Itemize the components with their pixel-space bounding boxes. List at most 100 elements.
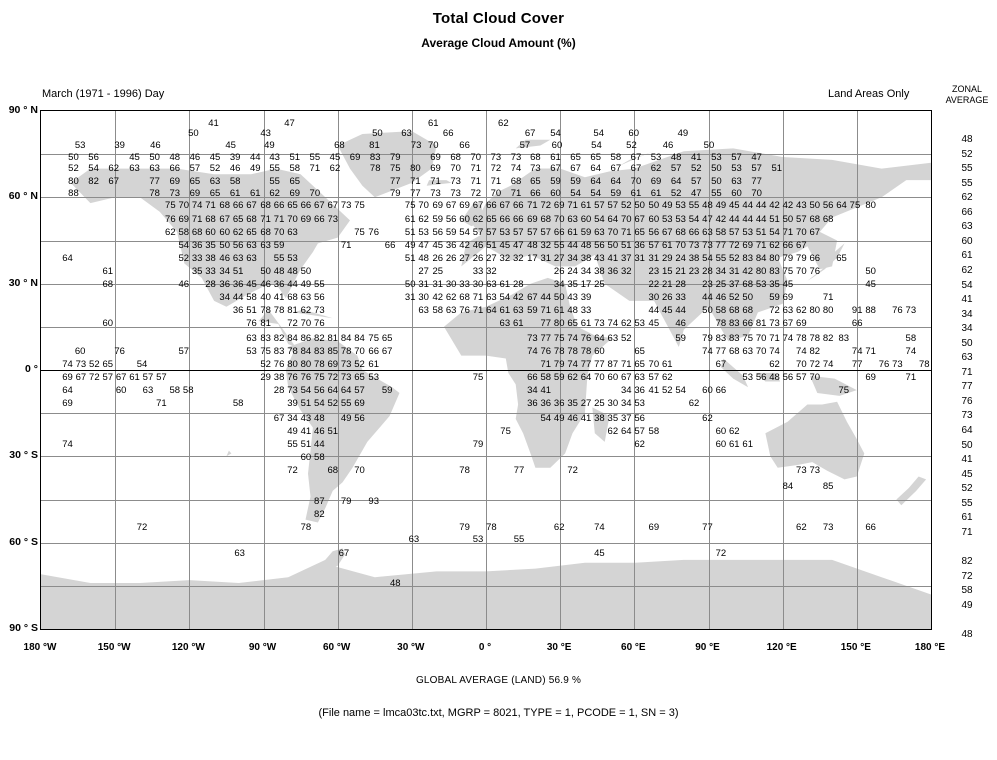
zonal-average-value: 55	[961, 177, 973, 189]
grid-value: 68	[530, 152, 541, 163]
grid-value: 74	[567, 359, 578, 370]
grid-value: 46	[229, 163, 241, 174]
grid-value: 48	[527, 240, 538, 251]
gridline-latitude	[41, 284, 931, 285]
grid-value: 77	[390, 176, 401, 187]
grid-value: 45	[499, 240, 511, 251]
grid-value: 62	[728, 426, 740, 437]
grid-value: 67	[809, 227, 821, 238]
grid-value: 77	[594, 359, 605, 370]
grid-value: 67	[550, 163, 561, 174]
grid-value: 58	[905, 333, 917, 344]
grid-value: 73	[809, 465, 821, 476]
grid-value: 63	[246, 333, 257, 344]
grid-value: 48	[702, 200, 713, 211]
cloud-cover-map[interactable]: 41 47 61 62 50 43 50 63 66 67 54 54 60 49 53 39 46 45 49 68…	[40, 110, 932, 630]
grid-value: 71	[470, 176, 482, 187]
grid-value: 84	[340, 333, 352, 344]
grid-value: 80	[410, 163, 421, 174]
grid-value: 27	[553, 253, 565, 264]
grid-value: 82	[273, 333, 285, 344]
grid-value: 53	[731, 163, 742, 174]
grid-value: 67	[634, 214, 645, 225]
grid-value: 56	[232, 240, 244, 251]
gridline-latitude	[41, 154, 931, 155]
landmass-layer	[41, 131, 931, 629]
grid-value: 74	[822, 359, 834, 370]
grid-value: 58	[648, 426, 660, 437]
grid-value: 34	[287, 413, 298, 424]
grid-value: 72	[490, 163, 502, 174]
grid-value: 78	[580, 346, 592, 357]
landmass-shape	[226, 450, 232, 457]
zonal-average-value: 34	[961, 323, 973, 335]
grid-value: 70	[490, 188, 502, 199]
grid-value: 52	[691, 163, 702, 174]
grid-value: 58	[715, 227, 727, 238]
grid-value: 52	[620, 200, 632, 211]
grid-value: 53	[418, 227, 429, 238]
grid-value: 74	[191, 200, 203, 211]
zonal-average-value: 52	[961, 483, 973, 495]
grid-value: 68	[728, 305, 740, 316]
grid-value: 77	[851, 359, 863, 370]
landmass-shape	[515, 139, 551, 149]
grid-value: 62	[688, 398, 700, 409]
grid-value: 61	[661, 359, 673, 370]
grid-value: 78	[796, 333, 807, 344]
grid-value: 85	[822, 481, 834, 492]
zonal-average-value: 63	[961, 221, 973, 233]
grid-value: 52	[620, 333, 632, 344]
grid-value: 61	[728, 439, 740, 450]
grid-value: 44	[742, 200, 753, 211]
zonal-average-value: 63	[961, 352, 973, 364]
grid-value: 41	[580, 413, 592, 424]
grid-value: 47	[512, 240, 524, 251]
grid-value: 79	[390, 152, 401, 163]
grid-value: 61	[249, 188, 261, 199]
grid-value: 84	[287, 333, 298, 344]
grid-value: 82	[809, 346, 821, 357]
grid-value: 61	[567, 227, 578, 238]
grid-value: 71	[620, 227, 632, 238]
grid-value: 48	[580, 240, 592, 251]
grid-value: 62	[418, 214, 429, 225]
grid-value: 62	[300, 305, 312, 316]
period-label: March (1971 - 1996) Day	[42, 88, 165, 100]
zonal-average-value: 77	[961, 381, 973, 393]
grid-value: 50	[711, 176, 722, 187]
grid-value: 78	[486, 522, 497, 533]
grid-value: 54	[499, 292, 511, 303]
grid-value: 79	[553, 359, 565, 370]
grid-value: 44	[249, 152, 261, 163]
grid-value: 84	[782, 481, 794, 492]
zonal-average-value: 48	[961, 628, 973, 640]
grid-value: 75	[472, 372, 484, 383]
grid-value: 44	[742, 214, 753, 225]
grid-value: 34	[620, 398, 632, 409]
grid-value: 36	[232, 279, 244, 290]
grid-value: 77	[540, 333, 552, 344]
grid-value: 78	[287, 346, 298, 357]
grid-value: 50	[703, 140, 715, 151]
grid-value: 23	[648, 266, 660, 277]
grid-value: 62	[796, 305, 807, 316]
grid-value: 54	[88, 163, 99, 174]
grid-value: 69	[782, 292, 794, 303]
grid-value: 69	[327, 359, 339, 370]
grid-value: 61	[428, 118, 439, 129]
grid-value: 49	[300, 279, 312, 290]
longitude-tick-label: 90 °E	[695, 642, 720, 653]
grid-value: 73	[490, 152, 502, 163]
grid-value: 59	[432, 214, 444, 225]
grid-value: 60	[628, 128, 639, 139]
grid-value: 49	[677, 128, 689, 139]
grid-value: 57	[354, 385, 365, 396]
grid-value: 56	[354, 413, 365, 424]
grid-value: 54	[593, 128, 604, 139]
grid-value: 63	[232, 253, 244, 264]
grid-value: 56	[634, 413, 645, 424]
grid-value: 55	[269, 163, 280, 174]
gridline-latitude	[41, 500, 931, 501]
grid-value: 83	[273, 346, 285, 357]
